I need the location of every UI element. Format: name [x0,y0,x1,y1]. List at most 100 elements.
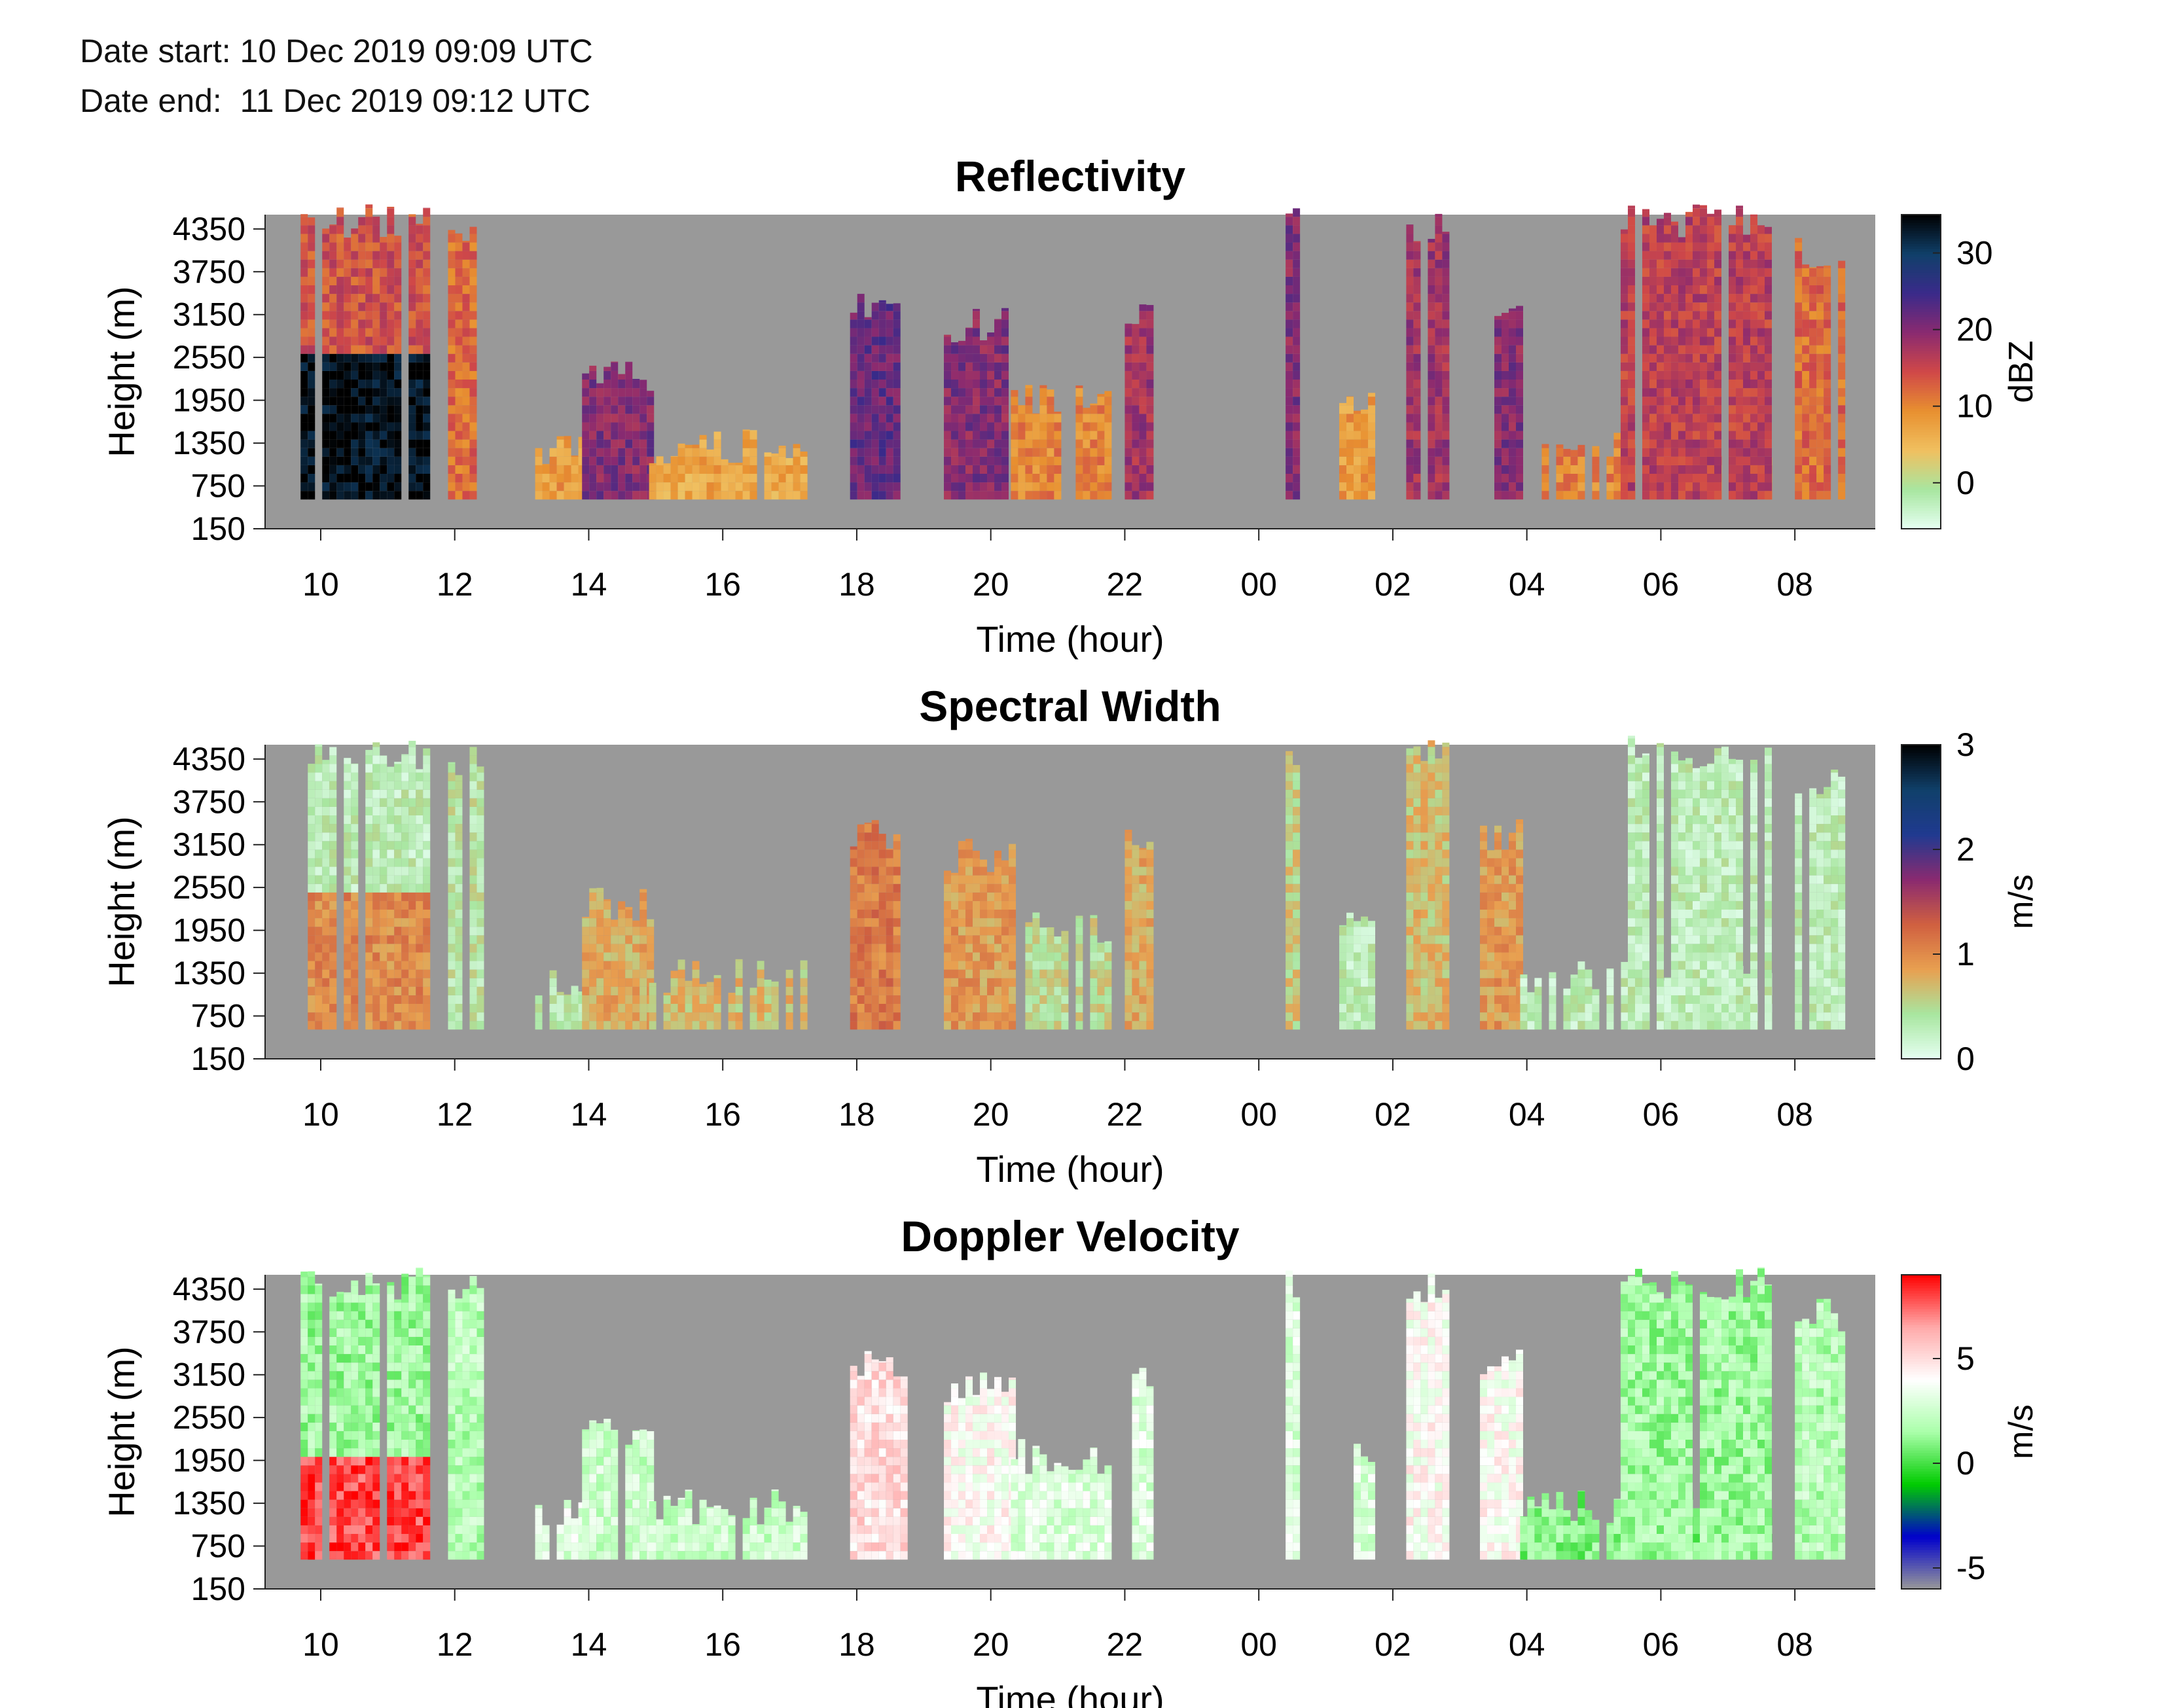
data-cell [1354,414,1361,423]
data-cell [764,452,772,457]
data-cell [1728,439,1736,448]
data-cell [965,336,973,346]
data-cell [878,336,886,346]
data-cell [1809,448,1817,457]
data-cell [944,397,952,406]
data-cell [1368,448,1376,457]
data-cell [1663,336,1671,346]
data-cell [477,952,484,961]
data-cell [1293,986,1301,995]
data-cell [886,439,893,448]
colorbar-segment [1901,309,1941,312]
data-cell [401,961,409,970]
data-cell [455,448,463,457]
data-cell [308,431,315,440]
data-cell [1132,353,1140,363]
data-cell [1346,961,1354,970]
colorbar-segment [1901,513,1941,516]
data-cell [850,456,857,465]
data-cell [1001,866,1009,876]
data-cell [1442,362,1450,371]
data-cell [308,482,315,491]
data-cell [1286,764,1293,773]
data-cell [372,875,380,884]
data-cell [462,414,470,423]
data-cell [1685,397,1693,406]
data-cell [596,431,604,440]
data-cell [1146,439,1154,448]
data-cell [336,251,344,260]
data-cell [677,1012,685,1022]
data-cell [1132,986,1140,995]
colorbar-segment [1901,380,1941,383]
data-cell [344,482,351,491]
data-cell [535,448,543,457]
data-cell [1139,935,1147,944]
data-cell [448,482,456,491]
data-cell [618,969,626,978]
data-cell [1516,336,1524,346]
data-cell [1728,319,1736,329]
data-cell [401,858,409,867]
data-cell [322,824,330,833]
data-cell [423,866,431,876]
data-cell [1435,875,1443,884]
data-cell [358,353,366,363]
data-cell [1816,439,1824,448]
data-cell [871,1021,879,1030]
data-cell [1097,482,1105,491]
data-cell [1750,302,1757,311]
data-cell [871,824,879,833]
data-cell [329,781,337,790]
data-cell [1090,918,1098,927]
data-cell [1428,747,1435,756]
data-cell [1146,918,1154,927]
data-cell [886,1021,893,1030]
data-cell [329,1012,337,1022]
data-cell [864,474,872,483]
data-cell [878,482,886,491]
data-cell [1346,439,1354,448]
data-cell [401,883,409,893]
data-cell [1516,319,1524,329]
data-cell [1494,388,1502,397]
data-cell [1339,414,1347,423]
data-cell [1406,224,1414,226]
data-cell [649,1021,657,1030]
data-cell [1428,242,1435,251]
data-cell [1706,456,1714,465]
data-cell [735,1004,743,1013]
data-cell [1001,860,1009,867]
data-cell [1420,961,1428,970]
data-cell [618,944,626,953]
data-cell [793,482,801,491]
data-cell [1692,311,1700,320]
data-cell [462,328,470,337]
data-cell [1802,353,1810,363]
data-cell [582,986,590,995]
data-cell [358,465,366,474]
data-cell [1570,465,1578,474]
data-cell [1018,414,1026,423]
data-cell [1656,465,1664,474]
data-cell [1125,397,1132,406]
data-cell [878,300,886,303]
data-cell [1642,491,1649,500]
data-cell [344,456,351,465]
data-cell [1642,234,1649,243]
data-cell [1649,388,1657,397]
data-cell [1670,259,1678,268]
data-cell [721,482,729,491]
data-cell [1025,952,1033,961]
data-cell [1649,328,1657,337]
data-cell [670,465,678,474]
data-cell [322,1004,330,1013]
data-cell [365,832,373,842]
data-cell [358,439,366,448]
data-cell [1516,465,1524,474]
data-cell [1428,935,1435,944]
data-cell [1627,370,1635,380]
data-cell [1487,978,1495,987]
data-cell [394,397,402,406]
data-cell [582,431,590,440]
